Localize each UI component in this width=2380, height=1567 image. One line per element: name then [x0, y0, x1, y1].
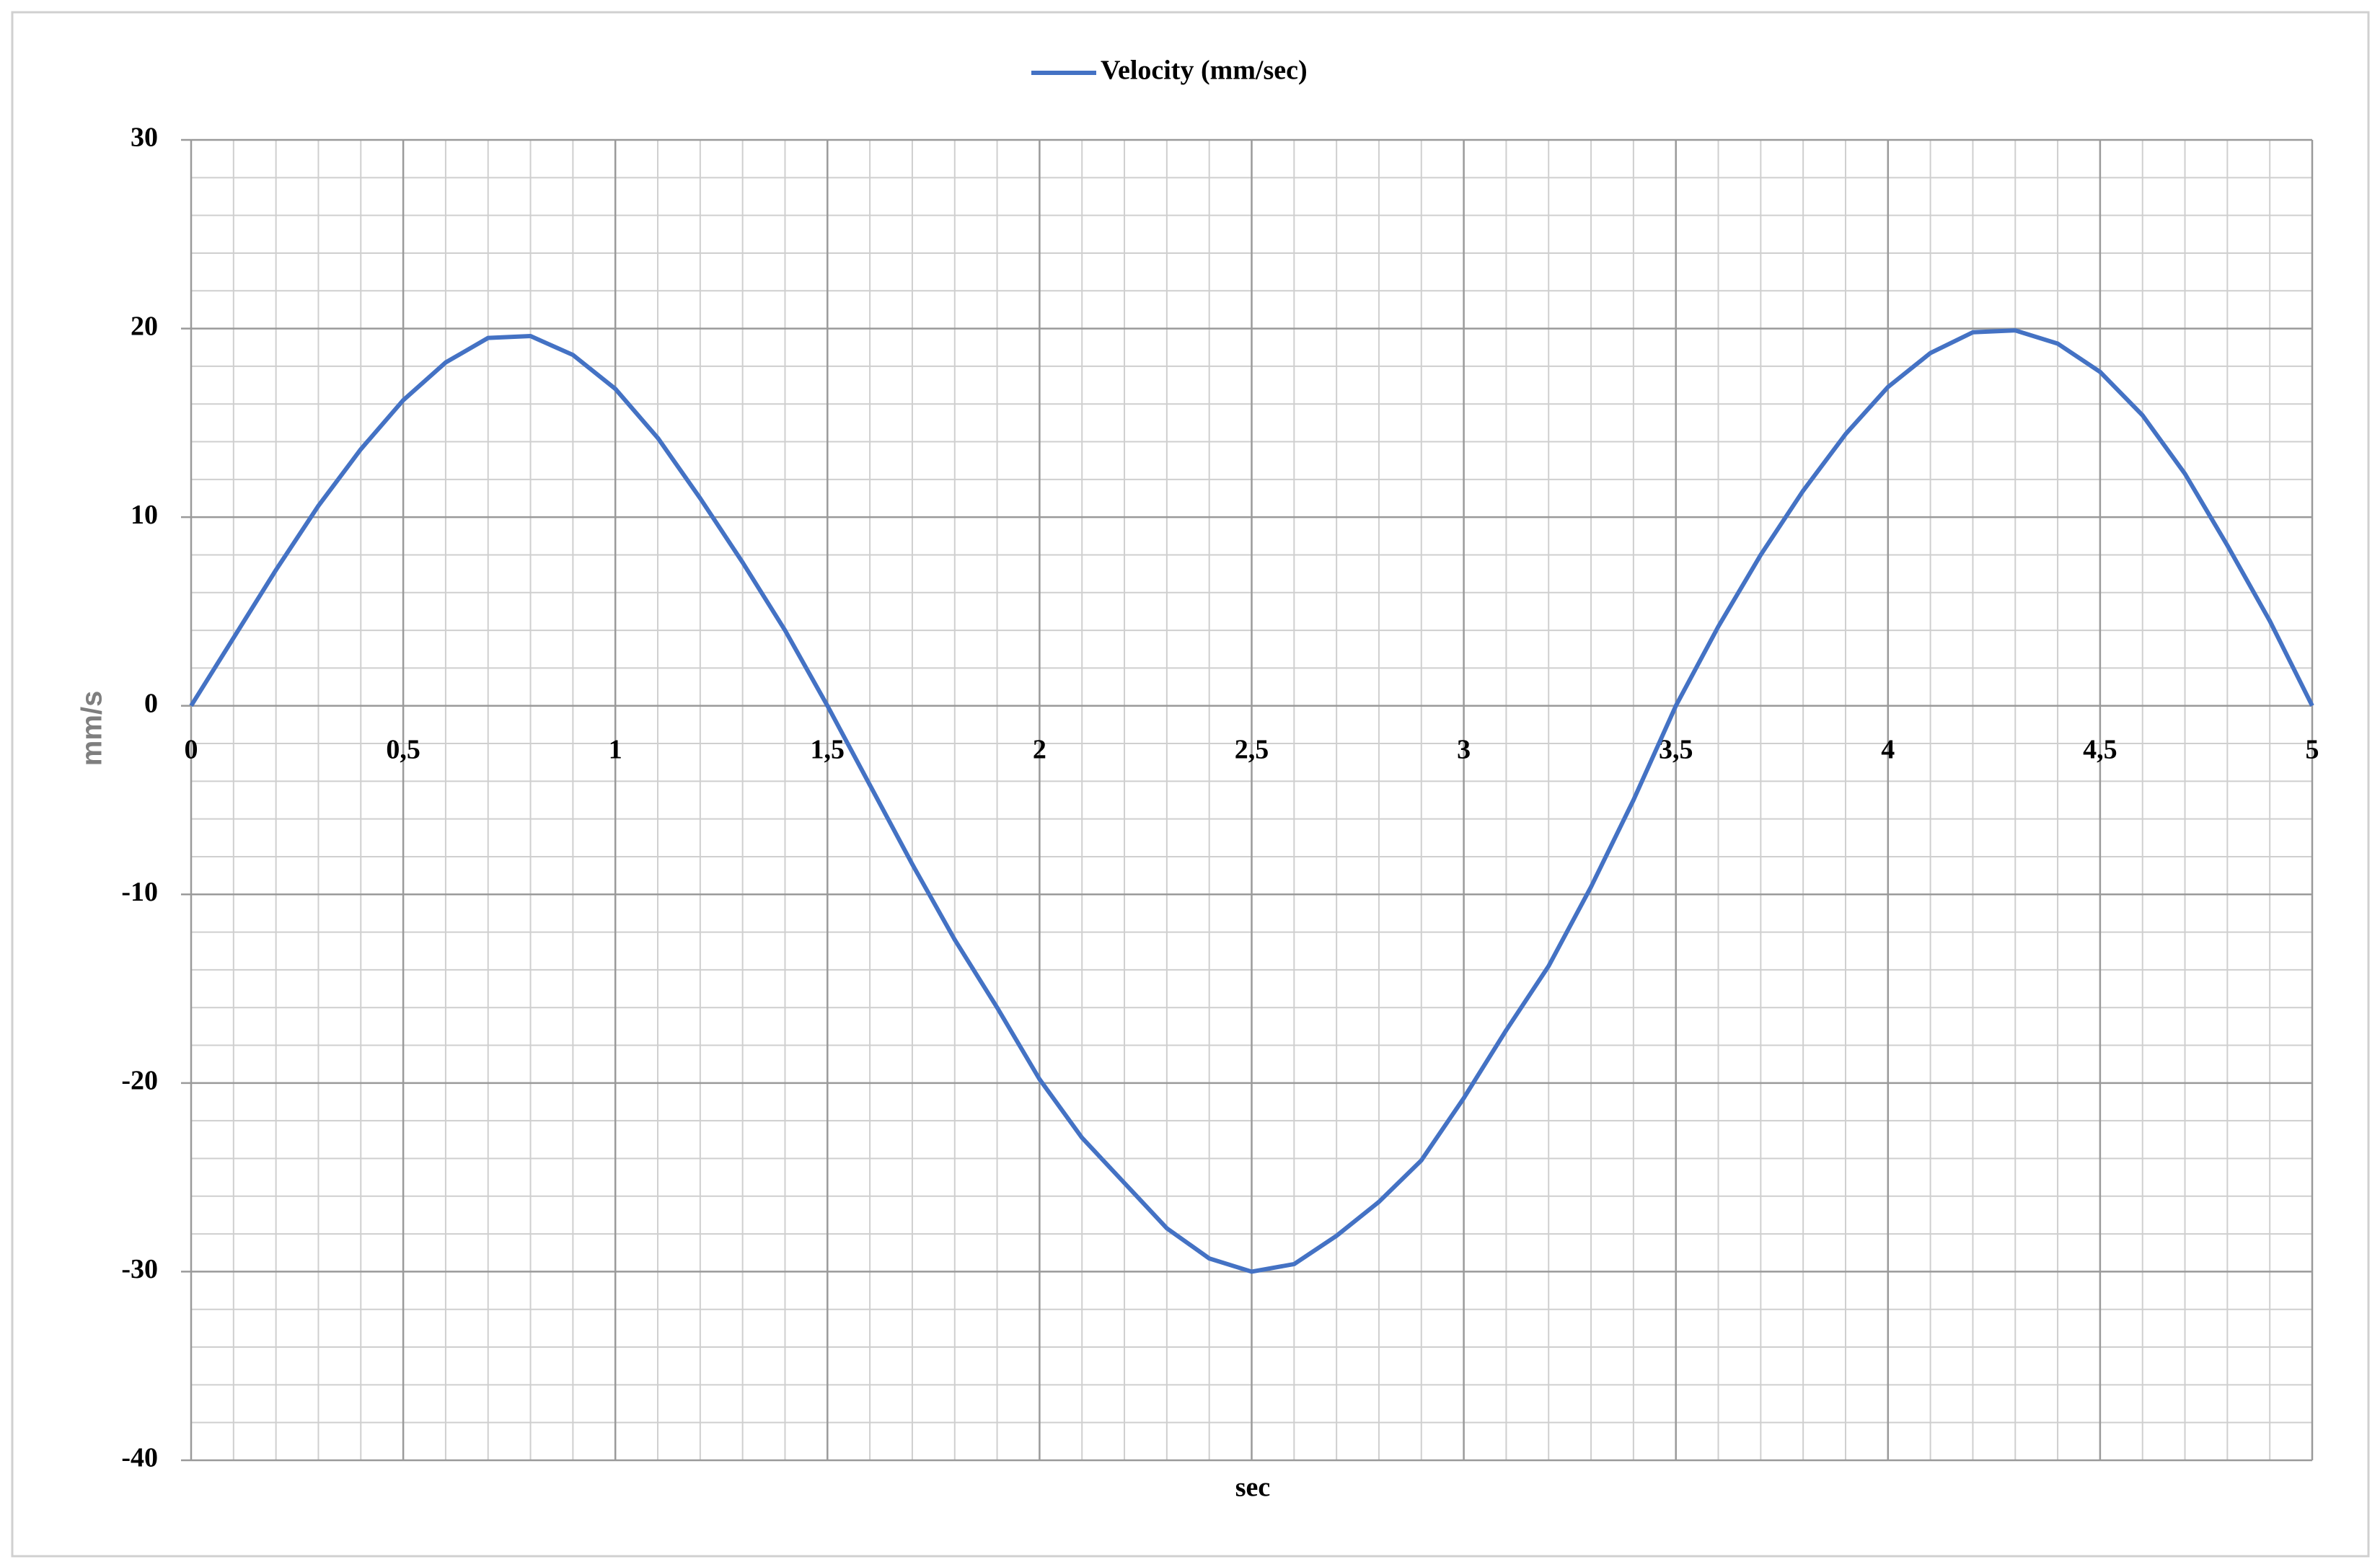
x-tick-label: 0,5 [386, 734, 420, 764]
x-tick-label: 1,5 [811, 734, 845, 764]
x-tick-label: 2 [1033, 734, 1046, 764]
x-tick-label: 4 [1881, 734, 1895, 764]
legend-label: Velocity (mm/sec) [1101, 56, 1308, 86]
x-tick-label: 3 [1457, 734, 1471, 764]
y-tick-label: 0 [144, 688, 158, 718]
x-axis-title: sec [1235, 1473, 1271, 1503]
y-tick-label: -40 [121, 1443, 158, 1473]
x-tick-label: 0 [185, 734, 198, 764]
y-tick-label: -10 [121, 877, 158, 907]
y-tick-label: 20 [131, 311, 158, 341]
data-line [189, 328, 2314, 1274]
y-tick-label: -30 [121, 1254, 158, 1284]
x-tick-label: 5 [2306, 734, 2319, 764]
y-tick-label: 10 [131, 500, 158, 530]
x-tick-label: 2,5 [1235, 734, 1269, 764]
chart-border [11, 11, 2370, 1558]
x-tick-label: 3,5 [1659, 734, 1693, 764]
y-tick-label: 30 [131, 123, 158, 153]
x-tick-label: 4,5 [2083, 734, 2117, 764]
y-tick-label: -20 [121, 1066, 158, 1096]
y-axis-title: mm/s [76, 691, 108, 767]
x-tick-label: 1 [609, 734, 622, 764]
